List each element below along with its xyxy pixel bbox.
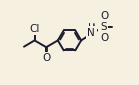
Text: S: S: [100, 22, 107, 32]
Text: N: N: [87, 28, 95, 38]
Text: H: H: [88, 24, 95, 34]
Text: O: O: [100, 33, 108, 43]
Text: H: H: [88, 23, 95, 33]
Text: O: O: [100, 11, 108, 21]
Text: O: O: [42, 53, 50, 63]
Text: N: N: [88, 28, 96, 38]
Text: Cl: Cl: [29, 24, 40, 34]
